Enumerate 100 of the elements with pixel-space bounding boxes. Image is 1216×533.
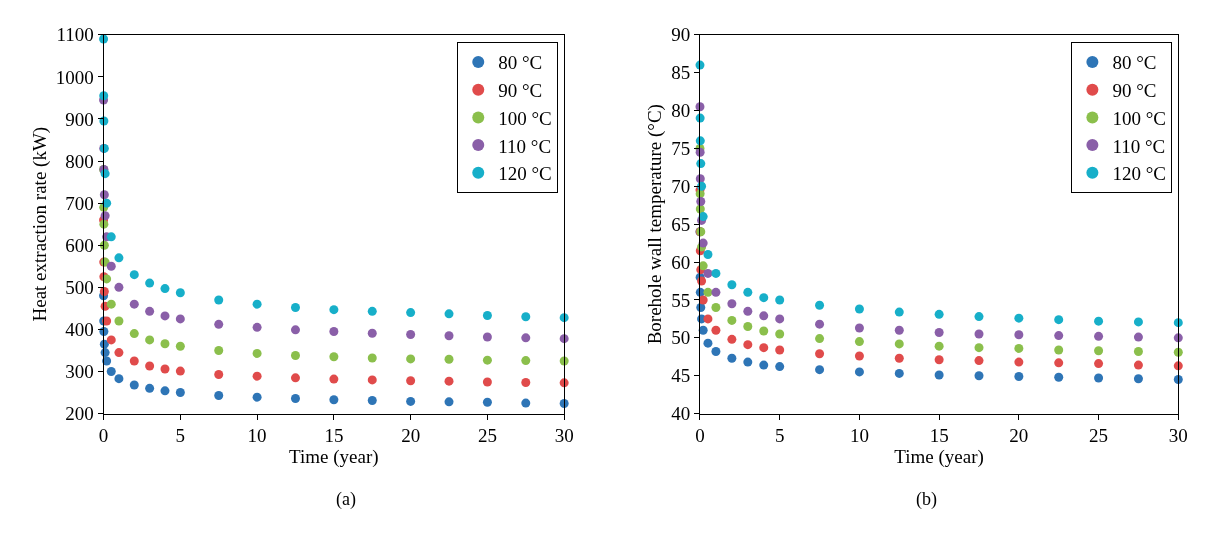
point bbox=[1133, 360, 1143, 370]
point bbox=[114, 348, 124, 358]
y-tick-label: 75 bbox=[671, 138, 691, 160]
point bbox=[106, 232, 116, 242]
point bbox=[129, 380, 139, 390]
point bbox=[974, 371, 984, 381]
point bbox=[367, 396, 377, 406]
point bbox=[711, 303, 721, 313]
point bbox=[521, 377, 531, 387]
point bbox=[743, 306, 753, 316]
point bbox=[934, 341, 944, 351]
legend-label: 120 °C bbox=[1112, 163, 1166, 185]
point bbox=[934, 328, 944, 338]
point bbox=[129, 270, 139, 280]
point bbox=[894, 339, 904, 349]
point bbox=[1094, 316, 1104, 326]
point bbox=[743, 321, 753, 331]
x-tick-label: 0 bbox=[98, 425, 109, 447]
point bbox=[894, 325, 904, 335]
x-tick-label: 30 bbox=[554, 425, 574, 447]
point bbox=[703, 249, 713, 259]
y-tick-label: 400 bbox=[65, 319, 94, 341]
y-tick-label: 50 bbox=[671, 327, 691, 349]
y-axis-title: Heat extraction rate (kW) bbox=[28, 126, 51, 322]
point bbox=[406, 396, 416, 406]
y-tick-label: 300 bbox=[65, 361, 94, 383]
point bbox=[367, 306, 377, 316]
point bbox=[444, 376, 454, 386]
point bbox=[934, 370, 944, 380]
legend-label: 80 °C bbox=[498, 52, 543, 74]
point bbox=[444, 397, 454, 407]
point bbox=[444, 309, 454, 319]
y-tick-label: 600 bbox=[65, 234, 94, 256]
point bbox=[145, 383, 155, 393]
point bbox=[129, 356, 139, 366]
legend-label: 110 °C bbox=[498, 135, 552, 157]
point bbox=[775, 329, 785, 339]
point bbox=[329, 305, 339, 315]
y-tick-label: 90 bbox=[671, 24, 691, 46]
point bbox=[854, 337, 864, 347]
x-tick-label: 25 bbox=[1089, 425, 1109, 447]
point bbox=[444, 331, 454, 341]
point bbox=[175, 288, 185, 298]
point bbox=[894, 353, 904, 363]
point bbox=[175, 314, 185, 324]
y-tick-label: 80 bbox=[671, 100, 691, 122]
x-tick-label: 20 bbox=[401, 425, 421, 447]
point bbox=[106, 335, 116, 345]
point bbox=[214, 391, 224, 400]
point bbox=[703, 268, 713, 278]
legend-label: 80 °C bbox=[1112, 52, 1157, 74]
point bbox=[698, 325, 708, 335]
point bbox=[145, 335, 155, 345]
point bbox=[329, 327, 339, 337]
point bbox=[367, 375, 377, 385]
point bbox=[1014, 371, 1024, 381]
point bbox=[106, 299, 116, 309]
y-tick-label: 200 bbox=[65, 403, 94, 425]
x-tick-label: 25 bbox=[477, 425, 497, 447]
point bbox=[1133, 332, 1143, 342]
point bbox=[854, 351, 864, 361]
y-tick-label: 85 bbox=[671, 62, 691, 84]
point bbox=[1133, 346, 1143, 356]
legend-label: 100 °C bbox=[498, 107, 552, 129]
point bbox=[1133, 317, 1143, 327]
point bbox=[521, 312, 531, 322]
y-axis-title: Borehole wall temperature (°C) bbox=[644, 104, 667, 345]
point bbox=[743, 340, 753, 350]
point bbox=[252, 322, 262, 332]
y-tick-label: 40 bbox=[671, 403, 691, 425]
point bbox=[329, 352, 339, 362]
y-tick-label: 500 bbox=[65, 276, 94, 298]
y-tick-label: 45 bbox=[671, 365, 691, 387]
point bbox=[114, 282, 124, 292]
x-tick-label: 30 bbox=[1168, 425, 1188, 447]
point bbox=[406, 376, 416, 386]
point bbox=[482, 332, 492, 342]
point bbox=[894, 307, 904, 317]
point bbox=[711, 346, 721, 356]
point bbox=[252, 371, 262, 381]
point bbox=[1054, 372, 1064, 382]
point bbox=[145, 361, 155, 371]
point bbox=[1054, 315, 1064, 325]
legend-label: 120 °C bbox=[498, 163, 552, 185]
point bbox=[290, 325, 300, 335]
point bbox=[406, 354, 416, 364]
legend-label: 90 °C bbox=[1112, 80, 1157, 102]
x-axis-title: Time (year) bbox=[894, 446, 984, 469]
point bbox=[252, 299, 262, 309]
y-tick-label: 65 bbox=[671, 213, 691, 235]
x-tick-label: 15 bbox=[929, 425, 949, 447]
point bbox=[1094, 346, 1104, 356]
point bbox=[1133, 374, 1143, 384]
point bbox=[521, 398, 531, 408]
point bbox=[1054, 331, 1064, 341]
point bbox=[727, 299, 737, 309]
point bbox=[974, 343, 984, 353]
point bbox=[698, 261, 708, 271]
point bbox=[160, 311, 170, 321]
legend-label: 110 °C bbox=[1112, 135, 1166, 157]
